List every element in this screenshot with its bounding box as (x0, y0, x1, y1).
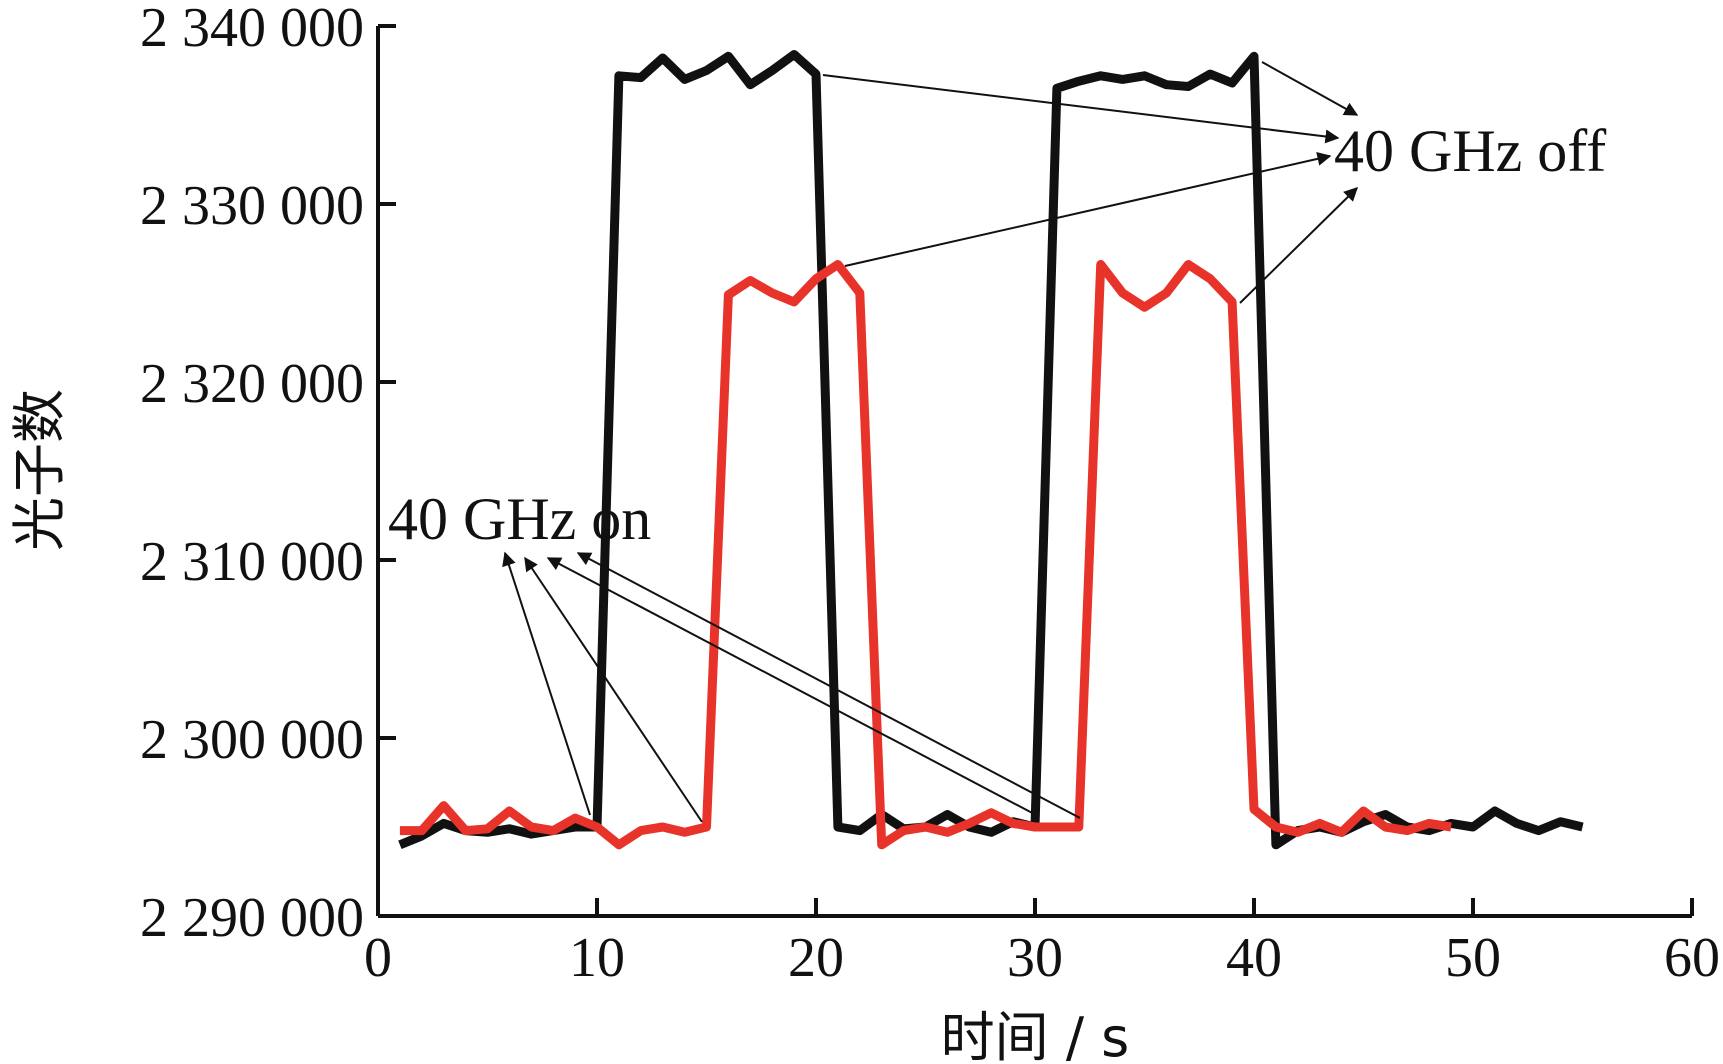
x-tick-label-0: 0 (364, 927, 392, 989)
x-tick-label-5: 50 (1445, 927, 1501, 989)
arrow-off-4 (1239, 187, 1358, 304)
y-axis-title: 光子数 (8, 389, 71, 551)
x-tick-label-1: 10 (569, 927, 625, 989)
y-tick-label-4: 2 330 000 (140, 175, 364, 237)
y-tick-label-5: 2 340 000 (140, 0, 364, 59)
y-tick-label-1: 2 300 000 (140, 709, 364, 771)
arrow-on-3 (546, 557, 1039, 817)
x-axis-title: 时间 / s (941, 1006, 1130, 1064)
arrow-off-2 (1261, 61, 1359, 116)
y-tick-label-0: 2 290 000 (140, 887, 364, 949)
arrow-off-3 (844, 151, 1332, 267)
annotation-off: 40 GHz off (1334, 118, 1606, 184)
arrow-off-1 (822, 74, 1340, 144)
x-tick-label-6: 60 (1664, 927, 1720, 989)
arrow-on-2 (524, 556, 703, 823)
annotation-arrows-on (502, 551, 1081, 823)
x-tick-label-2: 20 (788, 927, 844, 989)
arrow-on-1 (502, 551, 591, 816)
annotation-on: 40 GHz on (388, 486, 651, 552)
ticks-layer: 0 10 20 30 40 50 60 2 290 000 2 300 000 2 310 000… (140, 0, 1720, 989)
series-line-1 (399, 260, 1452, 850)
annotation-arrows-off (822, 61, 1359, 304)
arrow-on-4 (576, 552, 1081, 819)
y-tick-label-2: 2 310 000 (140, 531, 364, 593)
y-tick-label-3: 2 320 000 (140, 353, 364, 415)
x-tick-label-3: 30 (1007, 927, 1063, 989)
x-tick-label-4: 40 (1226, 927, 1282, 989)
series-layer (398, 50, 1584, 850)
